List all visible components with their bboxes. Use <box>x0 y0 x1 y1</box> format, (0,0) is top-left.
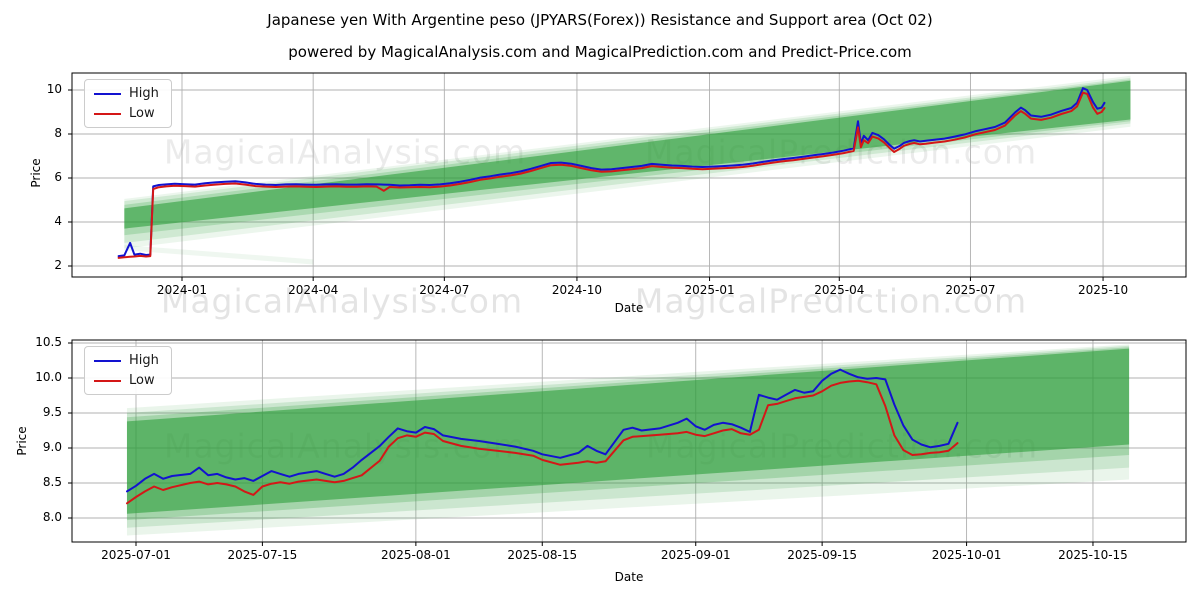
x-tick-label: 2024-04 <box>288 283 339 297</box>
y-tick-label: 4 <box>54 214 62 228</box>
legend-top: High Low <box>84 79 172 128</box>
legend-bottom: High Low <box>84 346 172 395</box>
x-tick-label: 2025-10-15 <box>1058 548 1128 562</box>
y-tick-label: 8.0 <box>42 510 62 524</box>
x-tick-label: 2025-07 <box>945 283 996 297</box>
low-line <box>117 91 1106 259</box>
y-tick-label: 8 <box>54 126 62 140</box>
x-tick-label: 2025-07-01 <box>101 548 171 562</box>
support-resistance-bands <box>126 344 1130 536</box>
date-axis-label-top: Date <box>614 301 644 315</box>
x-tick-label: 2025-01 <box>684 283 735 297</box>
x-tick-label: 2024-10 <box>551 283 603 297</box>
gridlines <box>72 73 1186 277</box>
watermark-analysis-axis-row: MagicalAnalysis.com <box>160 281 524 321</box>
y-tick-label: 10 <box>46 82 62 96</box>
x-tick-label: 2025-08-15 <box>507 548 578 562</box>
low-line-swatch <box>94 379 121 382</box>
support-resistance-bands <box>124 75 1131 265</box>
x-tick-label: 2025-07-15 <box>227 548 298 562</box>
x-tick-label: 2025-08-01 <box>380 548 451 562</box>
x-tick-label: 2025-04 <box>814 283 865 297</box>
y-tick-label: 9.5 <box>42 405 62 419</box>
high-line-swatch <box>94 92 121 95</box>
legend-label-low: Low <box>129 373 155 388</box>
band-polygon <box>124 80 1131 229</box>
legend-label-high: High <box>129 353 159 368</box>
legend-label-low: Low <box>129 106 155 121</box>
y-tick-label: 10.5 <box>35 335 62 349</box>
price-lines <box>126 368 959 505</box>
legend-label-high: High <box>129 86 159 101</box>
high-line-swatch <box>94 359 121 362</box>
tick-marks <box>68 89 1104 281</box>
tick-marks <box>68 342 1094 546</box>
band-polygon <box>124 245 314 265</box>
date-axis-label-bottom: Date <box>614 570 644 584</box>
x-tick-label: 2025-10-01 <box>931 548 1002 562</box>
page-title: Japanese yen With Argentine peso (JPYARS… <box>267 11 933 29</box>
high-line <box>126 368 959 493</box>
price-lines <box>117 87 1106 259</box>
y-tick-label: 8.5 <box>42 475 62 489</box>
high-line <box>117 87 1106 258</box>
legend-item-low: Low <box>94 373 159 388</box>
y-tick-label: 9.0 <box>42 440 62 454</box>
x-tick-label: 2025-09-15 <box>787 548 857 562</box>
legend-item-high: High <box>94 353 159 368</box>
low-line <box>126 379 959 505</box>
watermark-prediction-axis-row: MagicalPrediction.com <box>634 281 1028 321</box>
subplot-top <box>68 72 1187 281</box>
x-tick-label: 2024-01 <box>156 283 208 297</box>
y-tick-label: 2 <box>54 258 62 272</box>
low-line-swatch <box>94 112 121 115</box>
y-tick-label: 10.0 <box>35 370 62 384</box>
legend-item-low: Low <box>94 106 159 121</box>
watermark-analysis-top-plot: MagicalAnalysis.com <box>163 132 527 172</box>
subplot-bottom <box>68 339 1187 546</box>
x-tick-label: 2024-07 <box>419 283 470 297</box>
legend-item-high: High <box>94 86 159 101</box>
page-subtitle: powered by MagicalAnalysis.com and Magic… <box>288 43 912 61</box>
x-tick-label: 2025-10 <box>1077 283 1129 297</box>
x-tick-label: 2025-09-01 <box>660 548 731 562</box>
y-tick-label: 6 <box>54 170 62 184</box>
